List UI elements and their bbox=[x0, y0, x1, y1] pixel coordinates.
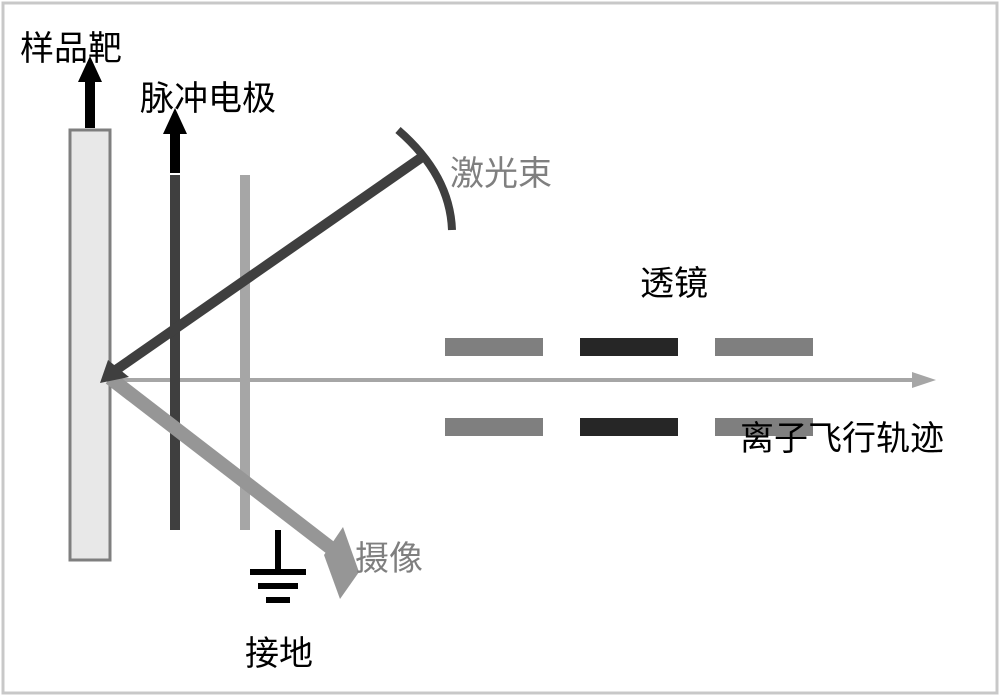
lens-seg-top-a bbox=[445, 338, 543, 356]
laser-beam-line bbox=[113, 155, 425, 372]
camera-end-notch bbox=[324, 527, 359, 599]
label-pulse-electrode: 脉冲电极 bbox=[140, 80, 276, 118]
sample-target-plate bbox=[70, 130, 110, 560]
camera-line bbox=[110, 378, 345, 559]
lens-seg-bot-b bbox=[580, 418, 678, 436]
label-sample-target: 样品靶 bbox=[20, 30, 122, 68]
label-ground: 接地 bbox=[245, 635, 313, 673]
lens-seg-bot-a bbox=[445, 418, 543, 436]
lens-seg-top-b bbox=[580, 338, 678, 356]
lens-seg-top-c bbox=[715, 338, 813, 356]
label-laser-beam: 激光束 bbox=[450, 155, 552, 193]
label-ion-trajectory: 离子飞行轨迹 bbox=[740, 420, 944, 458]
laser-lens-arc bbox=[398, 130, 452, 230]
label-lens: 透镜 bbox=[640, 265, 708, 303]
label-camera: 摄像 bbox=[355, 540, 423, 578]
ion-trajectory-arrowhead bbox=[912, 372, 936, 388]
